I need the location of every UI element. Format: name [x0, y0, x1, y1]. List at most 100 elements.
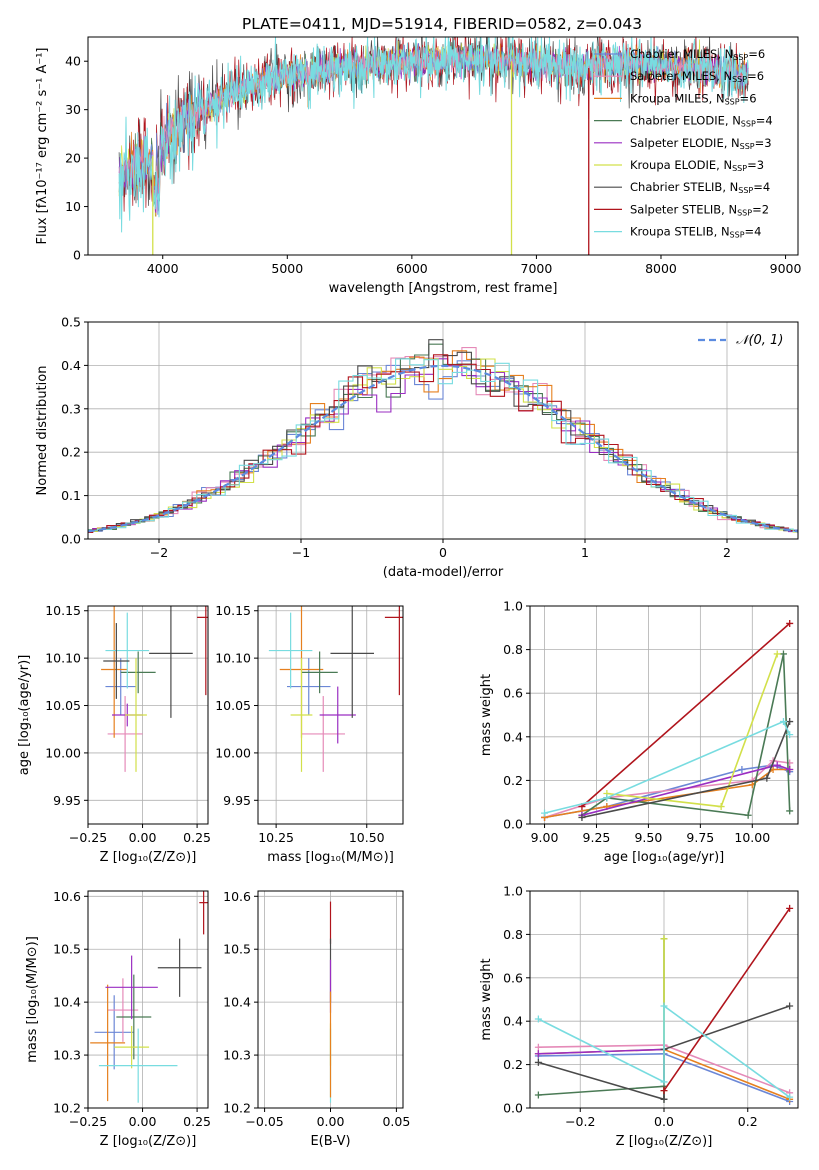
histogram-kroupa-stelib	[88, 358, 798, 532]
weight-marker	[773, 650, 781, 658]
y-tick-label: 0.0	[61, 532, 81, 547]
histogram-salpeter-stelib	[88, 354, 798, 533]
y-tick-label: 9.95	[223, 793, 251, 808]
weight-marker	[717, 803, 725, 811]
x-tick-label: 4000	[147, 261, 179, 276]
legend-nssp-prefix: N	[723, 158, 732, 172]
plot-area-weight-vs-age	[541, 619, 794, 821]
legend-entry-name: Salpeter ELODIE	[630, 136, 724, 150]
legend-nssp-sub: SSP	[730, 231, 745, 240]
weight-marker	[786, 619, 794, 627]
errorbar-point	[114, 1025, 150, 1069]
normal-pdf-curve	[88, 364, 798, 533]
errorbar-point	[105, 658, 136, 715]
weight-marker	[744, 811, 752, 819]
weight-marker	[603, 794, 611, 802]
y-tick-label: 10.05	[215, 698, 251, 713]
y-tick-label: 1.0	[503, 599, 523, 614]
weight-marker	[779, 718, 787, 726]
x-axis-label: Z [log₁₀(Z/Z⊙)]	[100, 1134, 197, 1149]
weight-marker	[534, 1015, 542, 1023]
figure-title: PLATE=0411, MJD=51914, FIBERID=0582, z=0…	[242, 15, 642, 33]
y-tick-label: 0.3	[61, 401, 81, 416]
x-tick-label: −1	[292, 545, 310, 560]
x-tick-label: 0.25	[183, 830, 211, 845]
weight-marker	[534, 1058, 542, 1066]
plot-area-mass-vs-Z	[90, 891, 208, 1103]
legend-nssp-value: 3	[764, 136, 771, 150]
panel-weight-vs-Z: −0.2 0.0 0.2 0.0 0.2 0.4 0.6 0.8 1.0 Z [log₁₀(Z/Z…	[479, 884, 799, 1149]
legend-nssp-sub: SSP	[741, 120, 756, 129]
y-tick-label: 10.6	[53, 889, 81, 904]
y-axis-label: mass weight	[479, 674, 494, 756]
histogram-kroupa-elodie	[88, 358, 798, 533]
y-tick-label: 0.2	[503, 773, 523, 788]
legend-nssp-prefix: N	[721, 225, 730, 239]
y-axis-label: mass weight	[479, 958, 494, 1040]
legend-nssp-sub: SSP	[732, 75, 747, 84]
legend-nssp-prefix: N	[730, 180, 739, 194]
legend-nssp-prefix: N	[716, 91, 725, 105]
x-tick-label: 0.25	[183, 1114, 211, 1129]
y-tick-label: 10.4	[223, 995, 251, 1010]
legend-entry: Kroupa ELODIE, NSSP=3	[630, 158, 764, 173]
x-tick-label: 10.25	[258, 830, 294, 845]
legend-entry-name: Salpeter STELIB	[630, 202, 721, 216]
plot-area-age-vs-mass	[268, 606, 403, 772]
legend-entry-name: Kroupa ELODIE	[630, 158, 716, 172]
weight-marker	[541, 809, 549, 817]
y-tick-label: 0.0	[503, 817, 523, 832]
errorbar-point	[199, 891, 208, 935]
weight-marker	[660, 1087, 668, 1095]
y-axis-label: Flux [fλ10⁻¹⁷ erg cm⁻² s⁻¹ A⁻¹]	[35, 48, 50, 245]
y-tick-label: 0.4	[503, 729, 523, 744]
y-tick-label: 0.8	[503, 927, 523, 942]
x-axis-label: (data-model)/error	[383, 565, 504, 580]
weight-marker	[738, 766, 746, 773]
errorbar-point	[107, 978, 139, 1042]
legend-nssp-value: 4	[754, 225, 761, 239]
panel-spectrum: 4000 5000 6000 7000 8000 9000 0 10 20 30 40 wavelen…	[35, 36, 801, 296]
y-axis-label: age [log₁₀(age/yr)]	[17, 655, 32, 776]
spectrum-legend: Chabrier MILES, NSSP=6 Salpeter MILES, NS…	[594, 47, 773, 240]
legend-entry: Kroupa MILES, NSSP=6	[630, 91, 757, 106]
legend-nssp-sub: SSP	[740, 142, 755, 151]
errorbar-point	[149, 606, 193, 718]
errorbar-point	[116, 974, 152, 1060]
plot-area-spectrum	[118, 37, 749, 255]
legend-entry: Chabrier ELODIE, NSSP=4	[630, 114, 773, 129]
weight-marker	[773, 761, 781, 769]
legend-entry-name: Chabrier MILES	[630, 47, 717, 61]
x-tick-label: 9.50	[634, 830, 662, 845]
errorbar-point	[125, 658, 147, 772]
weight-marker	[578, 813, 586, 821]
legend-entry-name: Kroupa MILES	[630, 91, 709, 105]
legend-nssp-prefix: N	[731, 136, 740, 150]
weight-line-kroupa-stelib	[538, 1004, 791, 1098]
y-tick-label: 10.10	[45, 651, 81, 666]
legend-entry: Chabrier MILES, NSSP=6	[630, 47, 765, 62]
y-tick-label: 10.5	[53, 942, 81, 957]
weight-marker	[786, 731, 794, 739]
y-tick-label: 0.6	[503, 970, 523, 985]
y-axis-label: Normed distribution	[35, 366, 50, 496]
legend-entry-name: Chabrier STELIB	[630, 180, 722, 194]
y-tick-label: 30	[65, 102, 81, 117]
legend-entry-name: Kroupa STELIB	[630, 225, 714, 239]
y-tick-label: 0.2	[503, 1057, 523, 1072]
x-tick-label: 9.00	[531, 830, 559, 845]
y-tick-label: 10.2	[53, 1101, 81, 1116]
weight-line-kroupa-stelib	[544, 720, 791, 814]
panel-residuals: −2 −1 0 1 2 0.0 0.1 0.2 0.3 0.4 0.5 (data-model)/er…	[35, 315, 799, 580]
errorbar-point	[105, 955, 158, 1020]
legend-nssp-sub: SSP	[732, 164, 747, 173]
legend-entry: Salpeter MILES, NSSP=6	[630, 69, 764, 84]
panel-age-vs-Z: −0.25 0.00 0.25 9.95 10.00 10.05 10.10 10.15 Z […	[17, 603, 211, 865]
y-tick-label: 0.1	[61, 488, 81, 503]
y-tick-label: 0.0	[503, 1101, 523, 1116]
errorbar-point	[319, 686, 356, 744]
spectrum-line-kroupa-stelib	[118, 37, 749, 233]
panel-weight-vs-age: 9.00 9.25 9.50 9.75 10.00 0.0 0.2 0.4 0.6 0.8 1.0 a…	[479, 599, 799, 865]
weight-line-salpeter-stelib	[581, 622, 791, 808]
y-tick-label: 0.5	[61, 315, 81, 330]
